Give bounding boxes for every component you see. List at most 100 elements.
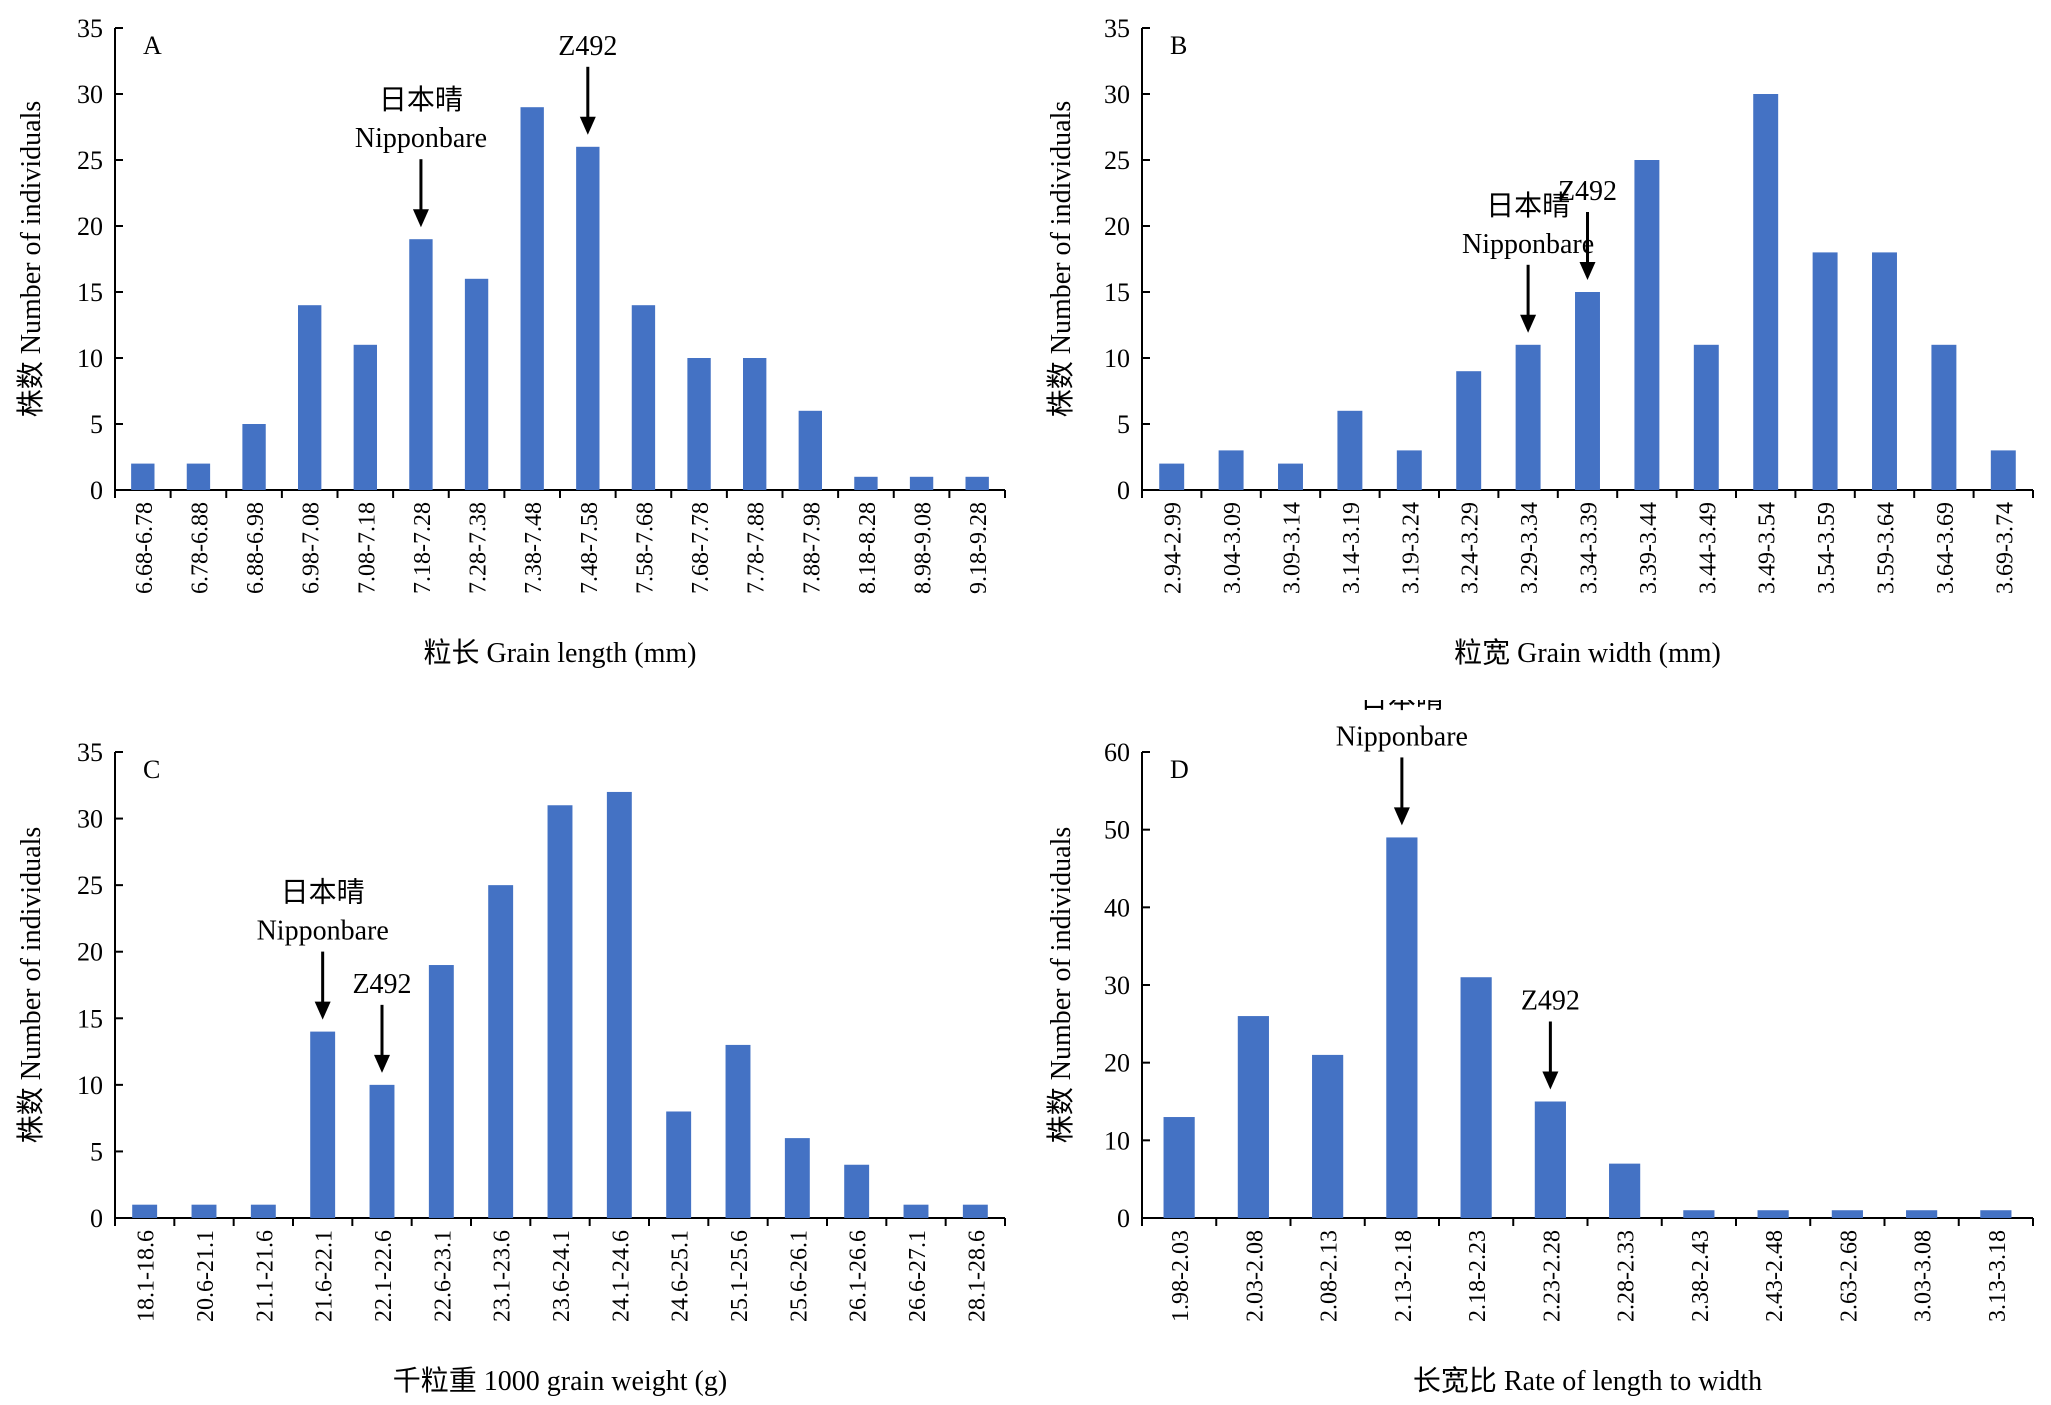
x-tick-label: 3.64-3.69: [1933, 502, 1959, 594]
y-tick-label: 15: [77, 278, 103, 307]
bar: [1337, 410, 1363, 490]
x-tick-label: 23.1-23.6: [490, 1230, 516, 1322]
x-tick-label: 7.38-7.48: [521, 502, 547, 594]
x-tick-label: 7.88-7.98: [799, 502, 825, 594]
bar: [488, 885, 514, 1218]
y-tick-label: 50: [1104, 816, 1130, 845]
bar: [1831, 1210, 1863, 1218]
y-tick-label: 5: [90, 1137, 103, 1166]
bar: [1634, 160, 1660, 490]
x-tick-label: 2.28-2.33: [1614, 1230, 1640, 1322]
annotation-label: Z492: [1558, 176, 1617, 207]
panel-label: C: [143, 755, 160, 784]
bar: [725, 1044, 751, 1218]
y-axis-title: 株数 Number of individuals: [15, 827, 47, 1144]
x-tick-label: 3.13-3.18: [1985, 1230, 2011, 1322]
bar: [903, 1204, 929, 1218]
x-tick-label: 25.1-25.6: [727, 1230, 753, 1322]
y-tick-label: 20: [77, 212, 103, 241]
x-tick-label: 18.1-18.6: [134, 1230, 160, 1322]
y-tick-label: 30: [1104, 80, 1130, 109]
annotation-label: Nipponbare: [257, 916, 389, 947]
x-tick-label: 3.49-3.54: [1755, 502, 1781, 594]
annotation-label: Nipponbare: [355, 123, 487, 154]
x-tick-label: 22.1-22.6: [371, 1230, 397, 1322]
x-tick-label: 25.6-26.1: [786, 1230, 812, 1322]
y-tick-label: 40: [1104, 893, 1130, 922]
bar: [1757, 1210, 1789, 1218]
x-tick-label: 3.39-3.44: [1636, 502, 1662, 594]
x-tick-label: 3.14-3.19: [1339, 502, 1365, 594]
y-tick-label: 10: [77, 344, 103, 373]
y-tick-label: 0: [90, 476, 103, 505]
x-tick-label: 7.28-7.38: [466, 502, 492, 594]
bar: [576, 146, 600, 491]
bar: [1312, 1054, 1344, 1218]
x-tick-label: 2.18-2.23: [1465, 1230, 1491, 1322]
x-tick-label: 2.38-2.43: [1688, 1230, 1714, 1322]
annotation-label: 日本晴: [1360, 700, 1444, 714]
panel-label: B: [1170, 31, 1187, 60]
bar: [191, 1204, 217, 1218]
bar: [1163, 1117, 1195, 1218]
bar: [1683, 1210, 1715, 1218]
bar: [428, 965, 454, 1218]
y-tick-label: 60: [1104, 738, 1130, 767]
bar: [1753, 94, 1779, 490]
y-tick-label: 20: [1104, 212, 1130, 241]
x-tick-label: 21.6-22.1: [312, 1230, 338, 1322]
x-axis-title: 千粒重 1000 grain weight (g): [393, 1365, 727, 1397]
chart-panel-c: 0 5 10 15 20 25 30 35 18.1-18.6 20.6-21.1 21.1-21.…: [15, 738, 1006, 1397]
arrow-head-icon: [1579, 262, 1596, 280]
bar: [464, 278, 489, 490]
x-tick-label: 21.1-21.6: [252, 1230, 278, 1322]
chart-panel-d: 0 10 20 30 40 50 60 1.98-2.03 2.03-2.08 2.08-2.13…: [1045, 700, 2034, 1397]
bar: [1237, 1016, 1269, 1218]
y-tick-label: 35: [77, 738, 103, 767]
x-tick-label: 3.03-3.08: [1911, 1230, 1937, 1322]
x-tick-label: 26.1-26.6: [846, 1230, 872, 1322]
y-tick-label: 10: [1104, 344, 1130, 373]
x-tick-label: 2.63-2.68: [1836, 1230, 1862, 1322]
y-axis-title: 株数 Number of individuals: [1045, 101, 1077, 418]
x-tick-label: 6.88-6.98: [243, 502, 269, 594]
x-tick-label: 2.43-2.48: [1762, 1230, 1788, 1322]
x-tick-label: 7.68-7.78: [688, 502, 714, 594]
y-tick-label: 35: [77, 14, 103, 43]
y-axis-title: 株数 Number of individuals: [15, 101, 47, 418]
bar: [687, 358, 711, 490]
x-tick-label: 2.03-2.08: [1242, 1230, 1268, 1322]
y-tick-label: 0: [1117, 1204, 1130, 1233]
bar: [1609, 1163, 1641, 1218]
bar: [547, 805, 573, 1218]
y-tick-label: 0: [90, 1204, 103, 1233]
bar: [1693, 344, 1719, 490]
x-tick-label: 8.18-8.28: [855, 502, 881, 594]
bar: [743, 358, 767, 490]
bar: [409, 239, 433, 490]
bar: [1456, 371, 1482, 490]
bar: [631, 305, 656, 490]
bar: [1931, 344, 1957, 490]
bar: [242, 424, 266, 490]
x-tick-label: 2.94-2.99: [1161, 502, 1187, 594]
x-tick-label: 3.09-3.14: [1280, 502, 1306, 594]
y-tick-label: 15: [77, 1004, 103, 1033]
y-tick-label: 30: [1104, 971, 1130, 1000]
bar: [1872, 252, 1897, 490]
annotation-label: Z492: [352, 969, 411, 1000]
arrow-head-icon: [579, 116, 596, 135]
y-tick-label: 5: [1117, 410, 1130, 439]
y-tick-label: 25: [77, 146, 103, 175]
annotation-label: Nipponbare: [1462, 229, 1594, 260]
bar: [844, 1164, 870, 1218]
x-tick-label: 7.58-7.68: [632, 502, 658, 594]
x-tick-label: 6.68-6.78: [132, 502, 158, 594]
x-tick-label: 26.6-27.1: [905, 1230, 931, 1322]
x-tick-label: 22.6-23.1: [430, 1230, 456, 1322]
y-tick-label: 10: [77, 1071, 103, 1100]
y-axis-title: 株数 Number of individuals: [1045, 827, 1077, 1144]
x-axis-title: 长宽比 Rate of length to width: [1413, 1365, 1762, 1397]
bar: [250, 1204, 276, 1218]
bar: [1159, 463, 1185, 490]
